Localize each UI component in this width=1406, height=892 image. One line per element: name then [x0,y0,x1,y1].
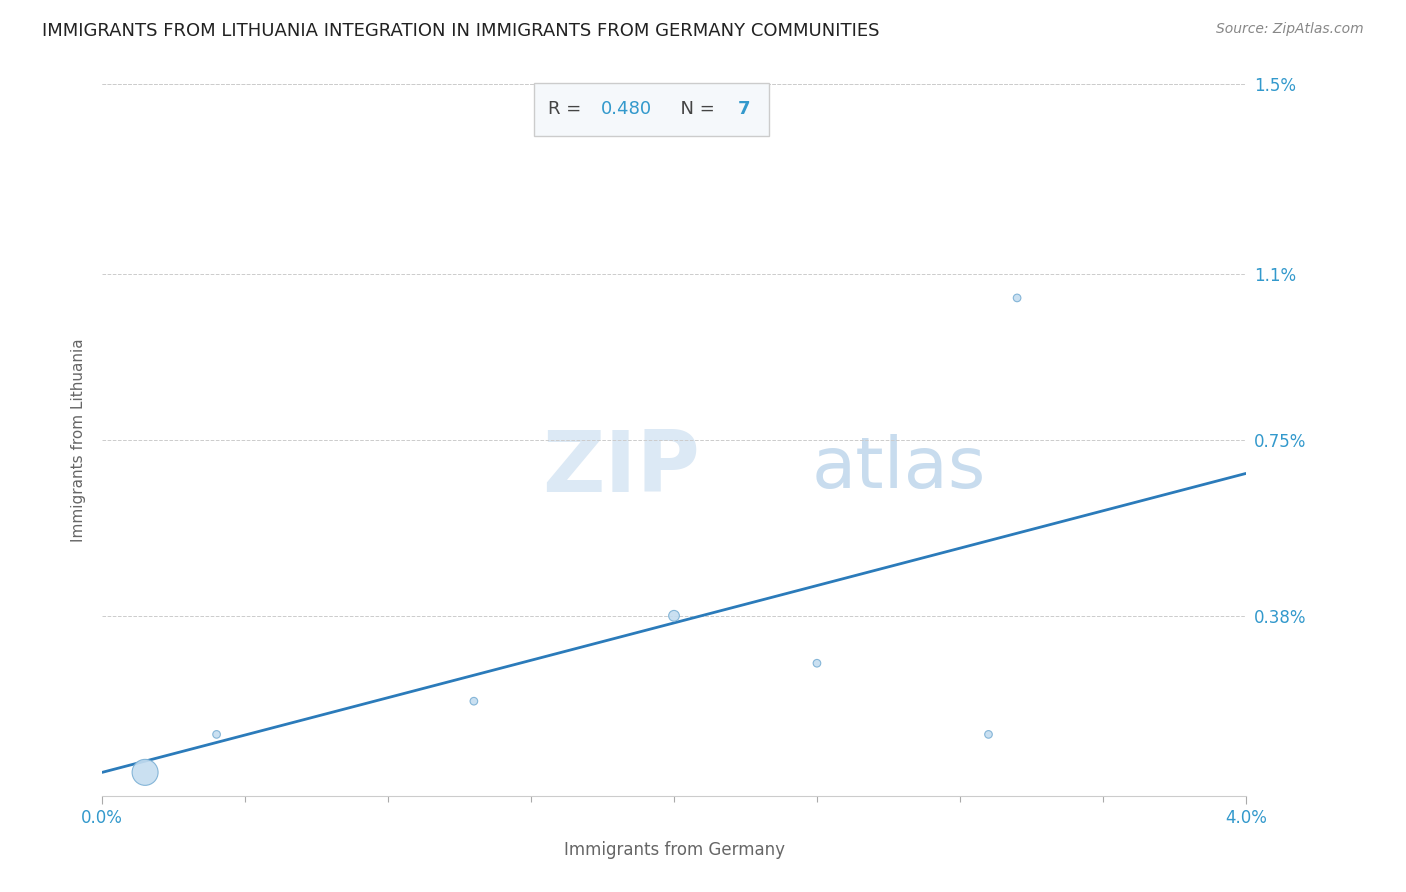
Y-axis label: Immigrants from Lithuania: Immigrants from Lithuania [72,338,86,542]
Point [662,608,685,623]
Point [205,727,228,741]
Point [1005,291,1028,305]
Text: Source: ZipAtlas.com: Source: ZipAtlas.com [1216,22,1364,37]
FancyBboxPatch shape [534,83,769,136]
Point [806,657,828,671]
Text: 0.480: 0.480 [600,100,652,119]
Text: IMMIGRANTS FROM LITHUANIA INTEGRATION IN IMMIGRANTS FROM GERMANY COMMUNITIES: IMMIGRANTS FROM LITHUANIA INTEGRATION IN… [42,22,880,40]
Text: ZIP: ZIP [543,427,700,510]
Point [134,765,156,780]
Text: atlas: atlas [811,434,986,503]
X-axis label: Immigrants from Germany: Immigrants from Germany [564,841,785,859]
Point [463,694,485,708]
Text: 7: 7 [738,100,751,119]
Text: N =: N = [669,100,721,119]
Text: R =: R = [548,100,588,119]
Point [977,727,1000,741]
